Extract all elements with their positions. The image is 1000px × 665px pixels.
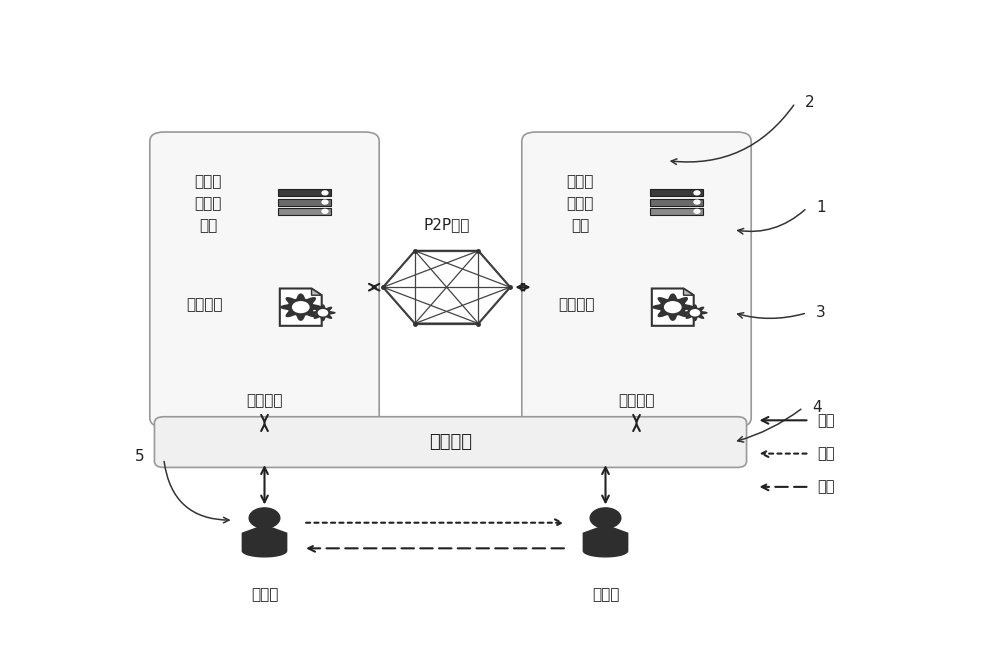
Polygon shape <box>684 289 694 295</box>
Polygon shape <box>583 527 628 557</box>
FancyBboxPatch shape <box>650 190 703 196</box>
Polygon shape <box>383 251 510 324</box>
Polygon shape <box>652 289 694 326</box>
Text: P2P网络: P2P网络 <box>423 217 470 232</box>
Text: 网络节点: 网络节点 <box>246 394 283 408</box>
Text: 分布式
记录数
据集: 分布式 记录数 据集 <box>566 174 594 233</box>
Text: 4: 4 <box>812 400 822 415</box>
Text: 用户端: 用户端 <box>592 587 619 602</box>
Circle shape <box>690 310 700 316</box>
FancyBboxPatch shape <box>278 190 331 196</box>
Text: 交易平台: 交易平台 <box>429 433 472 451</box>
FancyBboxPatch shape <box>154 417 747 467</box>
FancyBboxPatch shape <box>650 208 703 215</box>
Text: 用户端: 用户端 <box>251 587 278 602</box>
Circle shape <box>322 200 328 204</box>
Circle shape <box>249 508 280 528</box>
Polygon shape <box>682 305 708 321</box>
Text: 1: 1 <box>816 200 826 215</box>
FancyBboxPatch shape <box>278 208 331 215</box>
FancyBboxPatch shape <box>150 132 379 427</box>
Polygon shape <box>312 289 322 295</box>
FancyBboxPatch shape <box>650 199 703 205</box>
Circle shape <box>322 209 328 213</box>
Circle shape <box>590 508 621 528</box>
Polygon shape <box>652 293 694 321</box>
Text: 信息: 信息 <box>817 413 835 428</box>
Text: 3: 3 <box>816 305 826 321</box>
Text: 第一合约: 第一合约 <box>186 297 222 312</box>
FancyBboxPatch shape <box>278 199 331 205</box>
FancyBboxPatch shape <box>522 132 751 427</box>
Circle shape <box>694 191 700 195</box>
Polygon shape <box>310 305 336 321</box>
Circle shape <box>318 310 328 316</box>
Circle shape <box>665 302 681 313</box>
Circle shape <box>293 302 309 313</box>
Text: 5: 5 <box>135 449 144 464</box>
Circle shape <box>694 209 700 213</box>
Text: 分布式
记录数
据集: 分布式 记录数 据集 <box>194 174 222 233</box>
Circle shape <box>322 191 328 195</box>
Text: 2: 2 <box>805 95 814 110</box>
Text: 网络节点: 网络节点 <box>618 394 655 408</box>
Circle shape <box>694 200 700 204</box>
Text: 资金: 资金 <box>817 479 835 494</box>
Text: 能量: 能量 <box>817 446 835 461</box>
Polygon shape <box>280 293 322 321</box>
Text: 第一合约: 第一合约 <box>558 297 594 312</box>
Polygon shape <box>242 527 287 557</box>
Polygon shape <box>280 289 322 326</box>
